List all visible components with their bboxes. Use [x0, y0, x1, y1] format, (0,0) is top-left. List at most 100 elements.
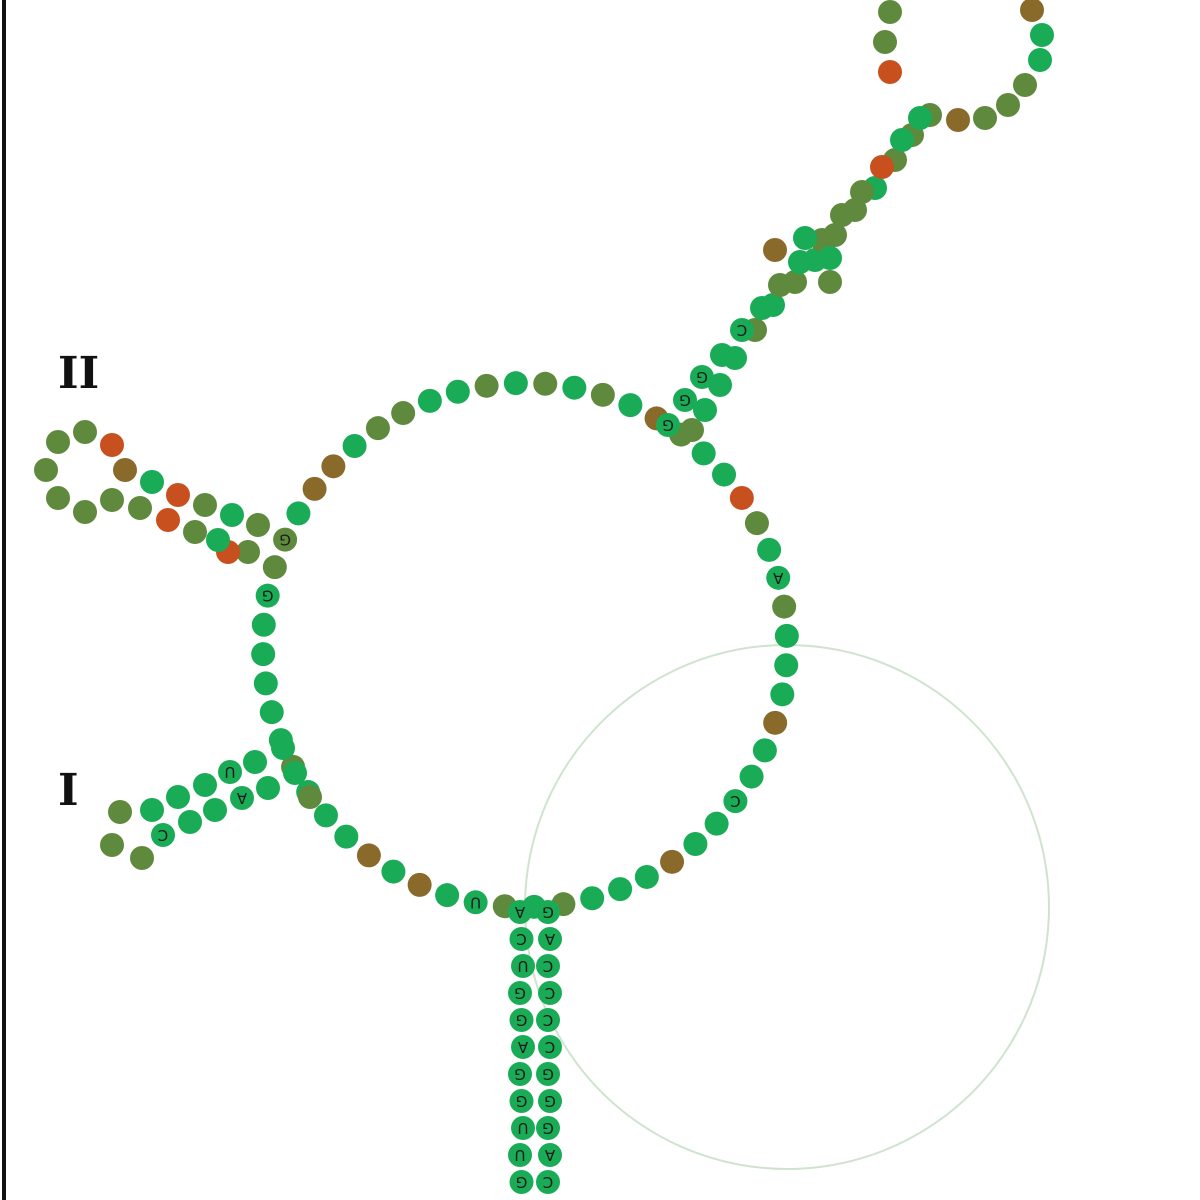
nucleotide: [321, 454, 346, 479]
nucleotide-letter: C: [158, 826, 168, 844]
nucleotide: [445, 379, 470, 404]
nucleotide: [236, 540, 260, 564]
nucleotide: [618, 393, 643, 418]
nucleotide: [508, 900, 532, 924]
nucleotide: [673, 388, 697, 412]
nucleotide: [656, 413, 680, 437]
nucleotide-letter: G: [514, 1065, 526, 1083]
nucleotide: [73, 500, 97, 524]
nucleotide: [1020, 0, 1044, 22]
nucleotide-letter: G: [516, 1173, 528, 1191]
nucleotide: [313, 803, 338, 828]
nucleotide: [873, 30, 897, 54]
nucleotide: [562, 375, 587, 400]
nucleotide: [166, 483, 190, 507]
nucleotide: [1030, 23, 1054, 47]
nucleotide: [271, 736, 295, 760]
nucleotide: [763, 238, 787, 262]
nucleotide: [251, 612, 276, 637]
nucleotide-letter: C: [516, 930, 526, 948]
nucleotide: [417, 388, 442, 413]
nucleotide: [463, 890, 488, 915]
nucleotide-letter: G: [516, 1011, 528, 1029]
nucleotide-letter: G: [544, 1092, 556, 1110]
nucleotide: [511, 1116, 535, 1140]
nucleotide-letter: U: [225, 763, 236, 781]
nucleotide-letter: A: [544, 1146, 555, 1164]
nucleotide: [691, 441, 716, 466]
nucleotide: [407, 872, 432, 897]
nucleotide: [766, 565, 791, 590]
nucleotide: [283, 761, 307, 785]
nucleotide: [365, 416, 390, 441]
nucleotide: [908, 106, 932, 130]
nucleotide: [509, 927, 534, 951]
nucleotide: [536, 1116, 560, 1140]
nucleotide: [356, 843, 381, 868]
nucleotide: [474, 373, 499, 398]
nucleotide: [744, 511, 769, 536]
stem-label-II: II: [58, 348, 99, 399]
nucleotide: [680, 418, 704, 442]
nucleotide: [878, 60, 902, 84]
nucleotide: [508, 1143, 532, 1167]
nucleotide: [996, 93, 1020, 117]
nucleotide: [273, 527, 298, 552]
nucleotide: [503, 371, 528, 396]
nucleotide-letter: G: [662, 416, 674, 434]
stem-label-I: I: [58, 765, 79, 816]
nucleotide: [536, 954, 560, 978]
nucleotide: [193, 773, 217, 797]
nucleotide: [113, 458, 137, 482]
nucleotide: [391, 401, 416, 426]
nucleotide: [243, 750, 267, 774]
nucleotide-letter: G: [696, 368, 708, 386]
nucleotide: [1028, 48, 1052, 72]
nucleotide: [256, 776, 280, 800]
nucleotide: [752, 738, 777, 763]
nucleotide: [608, 877, 633, 902]
nucleotide: [511, 954, 535, 978]
nucleotide: [178, 810, 202, 834]
nucleotide: [435, 883, 460, 908]
nucleotide: [100, 433, 124, 457]
nucleotide-letter: G: [516, 1092, 528, 1110]
nucleotide: [739, 764, 764, 789]
nucleotide: [536, 900, 560, 924]
nucleotide-letter: A: [514, 903, 525, 921]
nucleotide: [128, 496, 152, 520]
nucleotide: [710, 343, 734, 367]
nucleotide: [850, 180, 874, 204]
nucleotide: [818, 246, 842, 270]
nucleotide-letter: A: [772, 569, 783, 587]
nucleotide: [757, 537, 782, 562]
nucleotide: [511, 1035, 535, 1059]
nucleotide-letter: U: [515, 1146, 526, 1164]
nucleotide: [533, 371, 558, 396]
nucleotide: [34, 458, 58, 482]
nucleotide: [683, 832, 708, 857]
nucleotide: [220, 503, 244, 527]
nucleotide: [590, 382, 615, 407]
nucleotide: [508, 981, 532, 1005]
nucleotide: [890, 128, 914, 152]
nucleotide: [302, 476, 327, 501]
nucleotide: [183, 520, 207, 544]
nucleotide-letter: G: [279, 531, 291, 549]
nucleotide: [508, 1062, 532, 1086]
nucleotide: [768, 273, 792, 297]
nucleotide: [536, 1062, 560, 1086]
nucleotide-letter: G: [542, 903, 554, 921]
nucleotide: [973, 106, 997, 130]
nucleotide: [262, 555, 287, 580]
nucleotide: [286, 501, 311, 526]
nucleotide: [870, 155, 894, 179]
nucleotide: [536, 1008, 560, 1032]
nucleotide: [772, 594, 797, 619]
nucleotide-letter: A: [236, 789, 247, 807]
nucleotide-letter: C: [730, 792, 740, 810]
nucleotide: [538, 1143, 562, 1167]
nucleotide: [193, 493, 217, 517]
